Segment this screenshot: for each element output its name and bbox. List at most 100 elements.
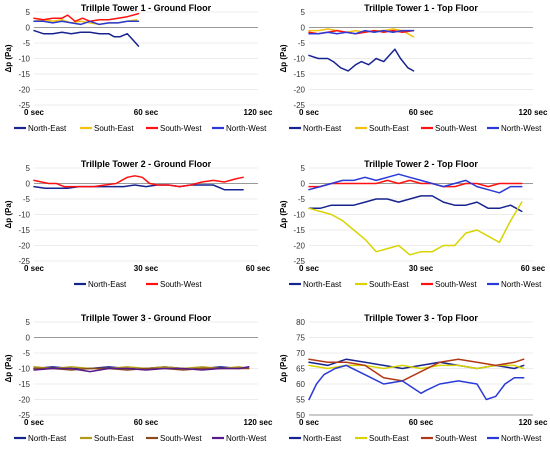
chart-panel-4: Trillple Tower 2 - Top Floor 5 0 -5 -10 -15 -2…	[279, 159, 546, 289]
chart-title: Trillple Tower 2 - Top Floor	[364, 159, 478, 169]
y-tick-label: -25	[293, 101, 305, 110]
x-tick-label: 30 sec	[134, 264, 159, 273]
y-tick-label: 5	[301, 164, 306, 173]
x-tick-label: 0 sec	[24, 418, 45, 427]
y-axis-label: Δp (Pa)	[279, 354, 288, 382]
series-line-north-east	[33, 184, 244, 191]
x-tick-label: 30 sec	[409, 264, 434, 273]
series-line-south-west	[308, 179, 523, 188]
x-tick-label: 120 sec	[244, 108, 273, 117]
y-tick-label: -20	[293, 242, 305, 251]
y-tick-label: -10	[18, 55, 30, 64]
series-line-north-west	[33, 20, 140, 26]
x-tick-label: 0 sec	[24, 264, 45, 273]
legend-entry: North-West	[226, 124, 267, 133]
x-tick-label: 0 sec	[299, 108, 320, 117]
y-tick-label: 5	[26, 164, 31, 173]
chart-legend: North-East South-West	[74, 280, 202, 289]
chart-title: Trillple Tower 2 - Ground Floor	[81, 159, 212, 169]
legend-entry: South-West	[435, 280, 477, 289]
y-tick-label: 70	[296, 349, 305, 358]
legend-entry: North-West	[501, 124, 542, 133]
y-tick-label: 65	[296, 365, 305, 374]
legend-entry: South-East	[94, 124, 134, 133]
y-tick-label: 0	[26, 24, 31, 33]
legend-entry: South-East	[369, 434, 409, 443]
legend-entry: South-West	[160, 434, 202, 443]
y-tick-label: -25	[18, 257, 30, 266]
x-tick-label: 60 sec	[409, 418, 434, 427]
chart-title: Trillple Tower 3 - Top Floor	[364, 313, 478, 323]
x-tick-label: 0 sec	[299, 264, 320, 273]
y-tick-label: -5	[298, 195, 306, 204]
y-tick-label: -15	[293, 70, 305, 79]
y-tick-label: -25	[18, 101, 30, 110]
series-line-north-east	[33, 29, 140, 47]
x-tick-label: 60 sec	[134, 418, 159, 427]
y-tick-label: -10	[18, 365, 30, 374]
legend-entry: North-East	[303, 434, 342, 443]
series-line-north-west	[308, 364, 525, 401]
x-tick-label: 60 sec	[409, 108, 434, 117]
legend-entry: North-East	[88, 280, 127, 289]
y-tick-label: -10	[293, 55, 305, 64]
x-tick-label: 60 sec	[521, 264, 546, 273]
legend-entry: South-West	[160, 124, 202, 133]
chart-legend: North-East South-East South-West North-West	[14, 124, 267, 133]
y-tick-label: -15	[18, 226, 30, 235]
legend-entry: North-West	[501, 280, 542, 289]
legend-entry: North-West	[501, 434, 542, 443]
series-line-north-east	[308, 48, 415, 72]
y-tick-label: 0	[301, 24, 306, 33]
series-line-north-west	[33, 366, 250, 373]
x-tick-label: 120 sec	[519, 108, 548, 117]
legend-entry: South-West	[435, 434, 477, 443]
y-axis-label: Δp (Pa)	[4, 354, 13, 382]
y-tick-label: -20	[18, 396, 30, 405]
y-axis-label: Δp (Pa)	[4, 44, 13, 72]
y-tick-label: 75	[296, 334, 305, 343]
legend-entry: South-West	[160, 280, 202, 289]
y-tick-label: 0	[26, 334, 31, 343]
chart-title: Trillple Tower 1 - Top Floor	[364, 3, 478, 13]
y-tick-label: -20	[293, 86, 305, 95]
y-tick-label: -25	[18, 411, 30, 420]
legend-entry: North-East	[303, 280, 342, 289]
y-tick-label: -15	[293, 226, 305, 235]
y-tick-label: -5	[298, 39, 306, 48]
legend-entry: South-East	[94, 434, 134, 443]
series-line-south-west	[33, 12, 140, 23]
legend-entry: North-West	[226, 434, 267, 443]
y-tick-label: -10	[293, 211, 305, 220]
y-tick-label: -5	[23, 195, 31, 204]
x-tick-label: 60 sec	[246, 264, 271, 273]
y-tick-label: -25	[293, 257, 305, 266]
x-tick-label: 120 sec	[244, 418, 273, 427]
y-tick-label: 0	[26, 180, 31, 189]
legend-entry: North-East	[28, 434, 67, 443]
legend-entry: South-East	[369, 280, 409, 289]
y-tick-label: 80	[296, 318, 305, 327]
y-tick-label: 50	[296, 411, 305, 420]
x-tick-label: 0 sec	[24, 108, 45, 117]
series-line-south-west	[308, 358, 525, 382]
y-tick-label: 5	[26, 318, 31, 327]
legend-entry: South-West	[435, 124, 477, 133]
chart-legend: North-East South-East South-West North-West	[14, 434, 267, 443]
legend-entry: North-East	[303, 124, 342, 133]
chart-panel-6: Trillple Tower 3 - Top Floor 80 75 70 65 60 55…	[279, 313, 548, 443]
chart-legend: North-East South-East South-West North-West	[289, 434, 542, 443]
y-tick-label: 60	[296, 380, 305, 389]
x-tick-label: 0 sec	[299, 418, 320, 427]
chart-legend: North-East South-East South-West North-West	[289, 124, 542, 133]
y-tick-label: 0	[301, 180, 306, 189]
y-tick-label: -15	[18, 380, 30, 389]
y-axis-label: Δp (Pa)	[4, 200, 13, 228]
y-tick-label: 5	[26, 8, 31, 17]
y-tick-label: 5	[301, 8, 306, 17]
x-tick-label: 60 sec	[134, 108, 159, 117]
chart-legend: North-East South-East South-West North-West	[289, 280, 542, 289]
chart-panel-5: Trillple Tower 3 - Ground Floor 5 0 -5 -10 -1…	[4, 313, 273, 443]
series-line-north-east	[308, 195, 523, 213]
